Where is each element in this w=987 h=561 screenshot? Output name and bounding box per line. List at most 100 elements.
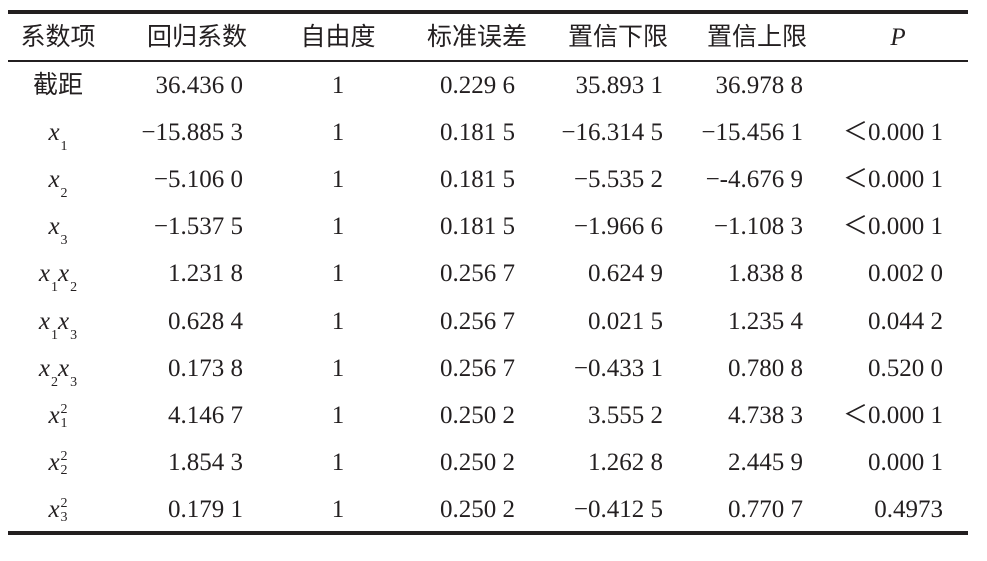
term-variable: x [58, 260, 70, 288]
subscript: 3 [60, 233, 68, 249]
table-cell: 1.235 4 [728, 307, 803, 335]
table-cell: 0.000 1 [868, 448, 943, 476]
table-cell: 2.445 9 [728, 448, 803, 476]
table-cell: 0.179 1 [168, 495, 243, 523]
term-index: 2 [61, 187, 68, 201]
table-cell: 0.4973 [874, 495, 943, 523]
subscript: 1 [60, 415, 68, 431]
subscript: 3 [60, 510, 68, 526]
table-cell: 0.256 7 [440, 354, 515, 382]
term-variable: x [38, 354, 50, 382]
header-cell: 回归系数 [146, 24, 247, 51]
table-cell: 1 [331, 72, 345, 99]
header-cell: P [890, 24, 906, 51]
bottom-rule [8, 531, 968, 535]
table-cell: 1 [331, 401, 345, 429]
term-variable: x [48, 213, 60, 241]
header-cell: 置信下限 [567, 24, 668, 51]
subscript: 1 [51, 280, 58, 296]
table-cell: −5.535 2 [573, 166, 663, 194]
table-cell: 0.250 2 [440, 448, 515, 476]
table-cell: 1.231 8 [168, 260, 243, 288]
term-variable: x [58, 354, 70, 382]
table-cell: 0.002 0 [868, 260, 943, 288]
table-cell: 4.738 3 [728, 401, 803, 429]
superscript: 2 [60, 496, 68, 512]
term-index: 2 [51, 375, 58, 390]
term-variable: x [48, 166, 60, 194]
table-cell: 0.181 5 [440, 213, 515, 241]
term-variable: x [48, 495, 60, 523]
table-cell: 36.978 8 [715, 72, 804, 99]
table-cell: 1 [331, 307, 345, 335]
table-cell: 0.250 2 [440, 401, 515, 429]
table-cell: 1 [331, 213, 345, 241]
term-index: 2 [70, 281, 77, 295]
table-cell: −1.966 6 [573, 213, 663, 241]
term-index: 3 [70, 327, 78, 343]
table-cell: 0.770 7 [728, 495, 803, 523]
table-cell: 0.044 2 [868, 307, 943, 335]
table-cell: −0.412 5 [573, 495, 663, 523]
table-cell: 1 [331, 260, 345, 288]
subscript: 3 [70, 374, 78, 390]
table-cell: ＜0.000 1 [842, 119, 943, 147]
table-cell: 0.628 4 [168, 307, 243, 335]
table-cell: −1.537 5 [153, 213, 243, 241]
term-text: 截距 [32, 72, 83, 99]
table-cell: 1.262 8 [588, 448, 663, 476]
table-cell: 0.181 5 [440, 119, 515, 147]
subscript: 2 [70, 280, 78, 296]
term-variable: x [38, 260, 50, 288]
term-variable: x [48, 448, 60, 476]
table-cell: −1.108 3 [713, 213, 803, 241]
table-cell: 0.624 9 [588, 260, 663, 288]
table-cell: 1.854 3 [168, 448, 243, 476]
table-cell: 0.021 5 [588, 307, 663, 335]
table-cell: ＜0.000 1 [842, 401, 943, 429]
term-index: 3 [70, 374, 78, 390]
top-rule [8, 10, 968, 14]
table-cell: 0.780 8 [728, 354, 803, 382]
table-cell: −0.433 1 [573, 354, 663, 382]
table-cell: −5.106 0 [153, 166, 243, 194]
table-cell: −15.885 3 [141, 119, 243, 147]
table-cell: 1 [331, 354, 345, 382]
header-cell: 自由度 [300, 24, 376, 51]
header-rule [8, 60, 968, 62]
term-variable: x [48, 401, 60, 429]
table-cell: 0.250 2 [440, 495, 515, 523]
header-cell: 系数项 [20, 24, 96, 51]
table-cell: −-4.676 9 [705, 166, 803, 194]
table-cell: 0.256 7 [440, 307, 515, 335]
table-cell: 1 [331, 495, 345, 523]
superscript: 2 [60, 449, 68, 465]
table-cell: 1 [331, 166, 345, 194]
subscript: 2 [60, 463, 68, 479]
table-cell: 4.146 7 [168, 401, 243, 429]
table-cell: 1.838 8 [728, 260, 803, 288]
row-label: 截距 [0, 62, 138, 109]
header-cell: 置信上限 [706, 24, 807, 51]
term-index: 1 [61, 140, 68, 154]
table-cell: 0.256 7 [440, 260, 515, 288]
table-cell: 1 [331, 448, 345, 476]
table-cell: 0.173 8 [168, 354, 243, 382]
table-cell: 1 [331, 119, 345, 147]
term-index: 3 [61, 234, 68, 248]
table-cell: 0.181 5 [440, 166, 515, 194]
table-cell: 0.520 0 [868, 354, 943, 382]
table-cell: 0.229 6 [440, 72, 515, 99]
subscript: 3 [70, 327, 78, 343]
